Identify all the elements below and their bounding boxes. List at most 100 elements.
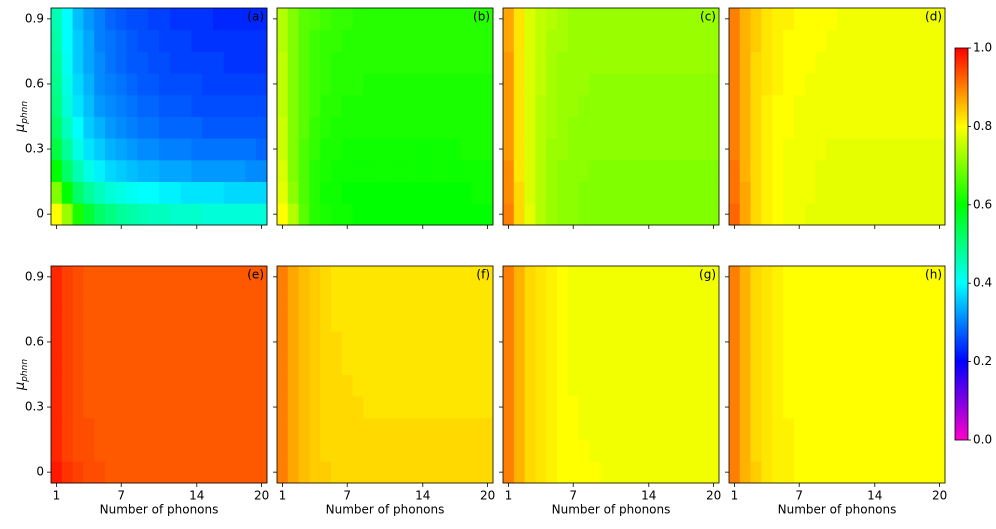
heatmap-cell — [191, 203, 203, 226]
heatmap-cell — [471, 287, 483, 310]
heatmap-cell — [643, 461, 655, 484]
heatmap-cell — [287, 8, 299, 31]
heatmap-cell — [535, 331, 547, 354]
heatmap-cell — [567, 287, 579, 310]
heatmap-cell — [61, 287, 73, 310]
x-tick-label: 1 — [279, 489, 287, 503]
heatmap-cell — [309, 266, 321, 289]
heatmap-cell — [341, 352, 353, 375]
heatmap-cell — [148, 374, 160, 397]
heatmap-cell — [557, 94, 569, 117]
heatmap-cell — [72, 8, 84, 31]
heatmap-cell — [739, 396, 751, 419]
heatmap-cell — [83, 461, 95, 484]
heatmap-cell — [665, 8, 677, 31]
heatmap-cell — [105, 29, 117, 52]
heatmap-cell — [815, 331, 827, 354]
heatmap-cell — [880, 396, 892, 419]
heatmap-cell — [600, 396, 612, 419]
panel-label: (h) — [925, 268, 942, 282]
heatmap-cell — [589, 396, 601, 419]
heatmap-cell — [804, 396, 816, 419]
heatmap-cell — [578, 266, 590, 289]
heatmap-cell — [51, 159, 63, 182]
heatmap-cell — [105, 51, 117, 74]
heatmap-cell — [202, 439, 214, 462]
heatmap-cell — [439, 8, 451, 31]
heatmap-cell — [202, 203, 214, 226]
heatmap-cell — [934, 73, 946, 96]
heatmap-cell — [94, 203, 106, 226]
heatmap-cell — [675, 439, 687, 462]
heatmap-cell — [256, 181, 268, 204]
heatmap-cell — [524, 116, 536, 139]
heatmap-cell — [94, 159, 106, 182]
heatmap-cell — [169, 94, 181, 117]
heatmap-cell — [202, 181, 214, 204]
heatmap-cell — [772, 309, 784, 332]
heatmap-cell — [503, 203, 515, 226]
heatmap-cell — [223, 461, 235, 484]
heatmap-cell — [621, 138, 633, 161]
heatmap-cell — [449, 352, 461, 375]
heatmap-cell — [697, 94, 709, 117]
heatmap-cell — [202, 417, 214, 440]
heatmap-cell — [256, 331, 268, 354]
heatmap-cell — [557, 439, 569, 462]
heatmap-cell — [567, 439, 579, 462]
heatmap-cell — [578, 116, 590, 139]
heatmap-cell — [341, 73, 353, 96]
heatmap-cell — [449, 94, 461, 117]
heatmap-cell — [665, 417, 677, 440]
heatmap-cell — [191, 266, 203, 289]
heatmap-cell — [363, 94, 375, 117]
heatmap-cell — [148, 461, 160, 484]
y-tick-label: 0.9 — [25, 269, 44, 283]
heatmap-cell — [739, 266, 751, 289]
heatmap-cell — [665, 439, 677, 462]
heatmap-cell — [51, 181, 63, 204]
heatmap-cell — [675, 8, 687, 31]
heatmap-cell — [524, 266, 536, 289]
heatmap-cell — [524, 374, 536, 397]
heatmap-cell — [395, 396, 407, 419]
heatmap-cell — [858, 352, 870, 375]
heatmap-cell — [72, 439, 84, 462]
heatmap-cell — [729, 159, 741, 182]
heatmap-cell — [611, 417, 623, 440]
heatmap-cell — [665, 159, 677, 182]
heatmap-cell — [287, 116, 299, 139]
heatmap-cell — [352, 94, 364, 117]
heatmap-cell — [643, 159, 655, 182]
heatmap-cell — [94, 417, 106, 440]
heatmap-cell — [256, 8, 268, 31]
heatmap-cell — [363, 374, 375, 397]
heatmap-cell — [83, 159, 95, 182]
heatmap-cell — [869, 439, 881, 462]
heatmap-cell — [546, 396, 558, 419]
heatmap-cell — [697, 181, 709, 204]
heatmap-cell — [180, 309, 192, 332]
heatmap-cell — [815, 181, 827, 204]
heatmap-cell — [783, 331, 795, 354]
heatmap-cell — [589, 51, 601, 74]
heatmap-cell — [213, 94, 225, 117]
heatmap-cell — [449, 203, 461, 226]
heatmap-cell — [793, 287, 805, 310]
heatmap-cell — [535, 8, 547, 31]
heatmap-cell — [589, 309, 601, 332]
heatmap-cell — [460, 396, 472, 419]
heatmap-cell — [213, 29, 225, 52]
heatmap-cell — [234, 8, 246, 31]
heatmap-cell — [180, 29, 192, 52]
heatmap-cell — [901, 8, 913, 31]
heatmap-cell — [686, 461, 698, 484]
heatmap-cell — [406, 417, 418, 440]
heatmap-cell — [589, 138, 601, 161]
heatmap-cell — [793, 29, 805, 52]
heatmap-cell — [202, 29, 214, 52]
heatmap-cell — [783, 159, 795, 182]
heatmap-cell — [567, 417, 579, 440]
heatmap-cell — [589, 352, 601, 375]
heatmap-cell — [654, 203, 666, 226]
